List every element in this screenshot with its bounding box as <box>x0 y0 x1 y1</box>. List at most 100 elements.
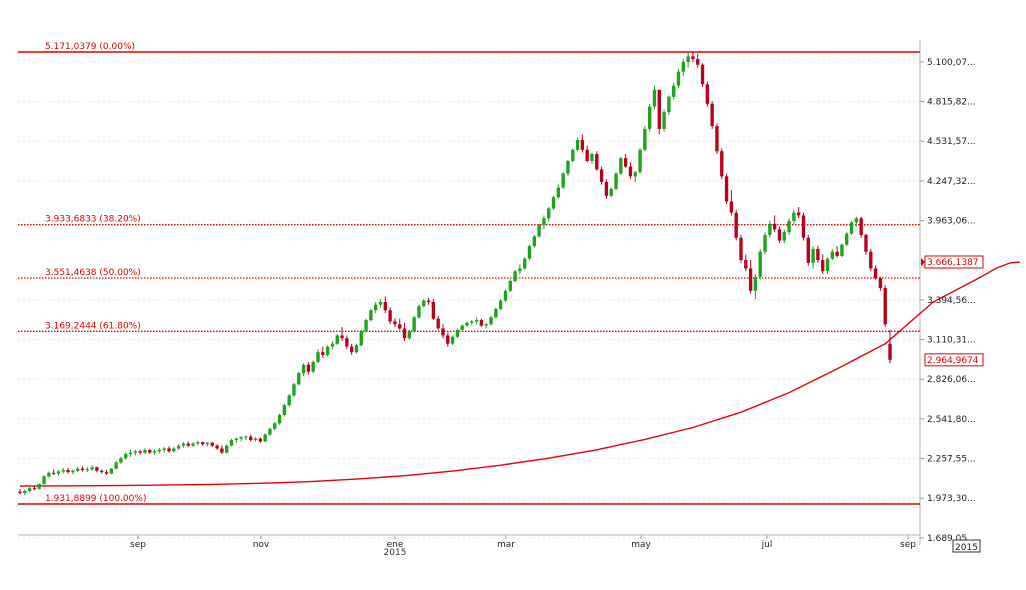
candle <box>27 486 32 493</box>
candle <box>537 223 541 238</box>
candle-body <box>547 208 551 219</box>
candle <box>301 363 306 376</box>
candle-body <box>672 85 676 97</box>
candle <box>859 216 863 238</box>
candle-body <box>374 304 378 311</box>
candle-body <box>575 140 580 150</box>
candle-body <box>316 352 320 362</box>
candle <box>470 320 474 326</box>
fibonacci-level-label: 1.931,8899 (100.00%) <box>45 494 146 504</box>
candle-body <box>292 384 296 396</box>
candle <box>883 285 887 328</box>
candle <box>811 246 815 269</box>
candle-body <box>75 468 80 471</box>
candle-body <box>494 308 498 318</box>
moving-average-line <box>19 261 1020 487</box>
candle-body <box>330 343 335 347</box>
candle-body <box>321 352 325 355</box>
candle-body <box>532 236 536 247</box>
candle <box>580 134 585 153</box>
candle-body <box>696 59 700 65</box>
candle <box>686 52 690 68</box>
candle <box>277 413 282 425</box>
candle <box>220 445 224 455</box>
axes <box>18 40 921 545</box>
candle-body <box>849 222 854 234</box>
candle-body <box>205 442 210 445</box>
candle <box>138 449 142 455</box>
candle <box>80 466 85 472</box>
candle <box>455 328 460 339</box>
candle-body <box>662 112 666 129</box>
candle-body <box>143 449 147 453</box>
candle <box>148 449 152 455</box>
candle <box>696 53 700 68</box>
candle-body <box>37 484 41 489</box>
candle-body <box>446 335 450 344</box>
candle-body <box>489 317 493 325</box>
candle <box>90 465 94 471</box>
candle-body <box>388 310 392 322</box>
candle-body <box>859 218 863 235</box>
candle <box>772 215 777 233</box>
candle <box>23 489 27 496</box>
candle-body <box>90 467 94 470</box>
candle <box>787 218 791 235</box>
candle <box>263 433 267 443</box>
candle <box>672 82 676 100</box>
candle-body <box>590 154 594 161</box>
candle-body <box>215 445 219 449</box>
candle <box>614 172 618 191</box>
candle-body <box>210 442 214 446</box>
candle <box>325 345 330 357</box>
candle-body <box>854 218 859 223</box>
candle-body <box>763 234 767 252</box>
candle <box>801 212 806 241</box>
candle <box>508 279 512 293</box>
candle-body <box>100 470 104 473</box>
x-year-label: 2015 <box>384 548 407 558</box>
x-tick-label: jul <box>761 540 773 550</box>
candle-body <box>378 301 383 305</box>
candle-body <box>244 436 248 438</box>
moving-average-layer <box>19 261 1020 487</box>
candle <box>273 421 277 431</box>
candle <box>484 322 488 329</box>
candle <box>566 159 570 177</box>
moving-average-value: 3.666,1387 <box>921 255 984 269</box>
candle-body <box>18 491 22 494</box>
candle-body <box>739 237 743 261</box>
candle-body <box>595 154 599 170</box>
candle <box>556 184 561 199</box>
candle <box>840 243 844 258</box>
candle-body <box>830 251 835 259</box>
fibonacci-level-label: 3.169,2444 (61.80%) <box>45 321 141 331</box>
candle <box>465 321 469 328</box>
candle <box>32 485 37 491</box>
candle-body <box>354 345 359 353</box>
x-tick-label: sep <box>130 540 146 550</box>
candle <box>479 318 484 328</box>
candle-body <box>566 160 570 174</box>
candle <box>297 371 301 386</box>
y-tick-label: 1.973,30... <box>927 494 976 504</box>
y-tick-label: 4.815,82... <box>927 98 976 108</box>
candle <box>691 52 695 62</box>
candle <box>71 469 75 475</box>
candle-body <box>527 246 532 259</box>
candle <box>345 335 349 350</box>
corner-year-label: 2015 <box>955 543 978 553</box>
candle-body <box>720 151 724 177</box>
candle <box>518 264 522 275</box>
candle <box>210 441 214 448</box>
candle <box>229 438 234 447</box>
candle-body <box>66 470 70 473</box>
candle <box>225 444 229 454</box>
fibonacci-level-label: 3.551,4638 (50.00%) <box>45 268 141 278</box>
candle-body <box>604 181 609 196</box>
candle <box>316 349 320 364</box>
candle <box>446 332 450 347</box>
candle-body <box>225 445 229 453</box>
x-tick-label: nov <box>253 540 270 550</box>
candle <box>542 215 546 230</box>
